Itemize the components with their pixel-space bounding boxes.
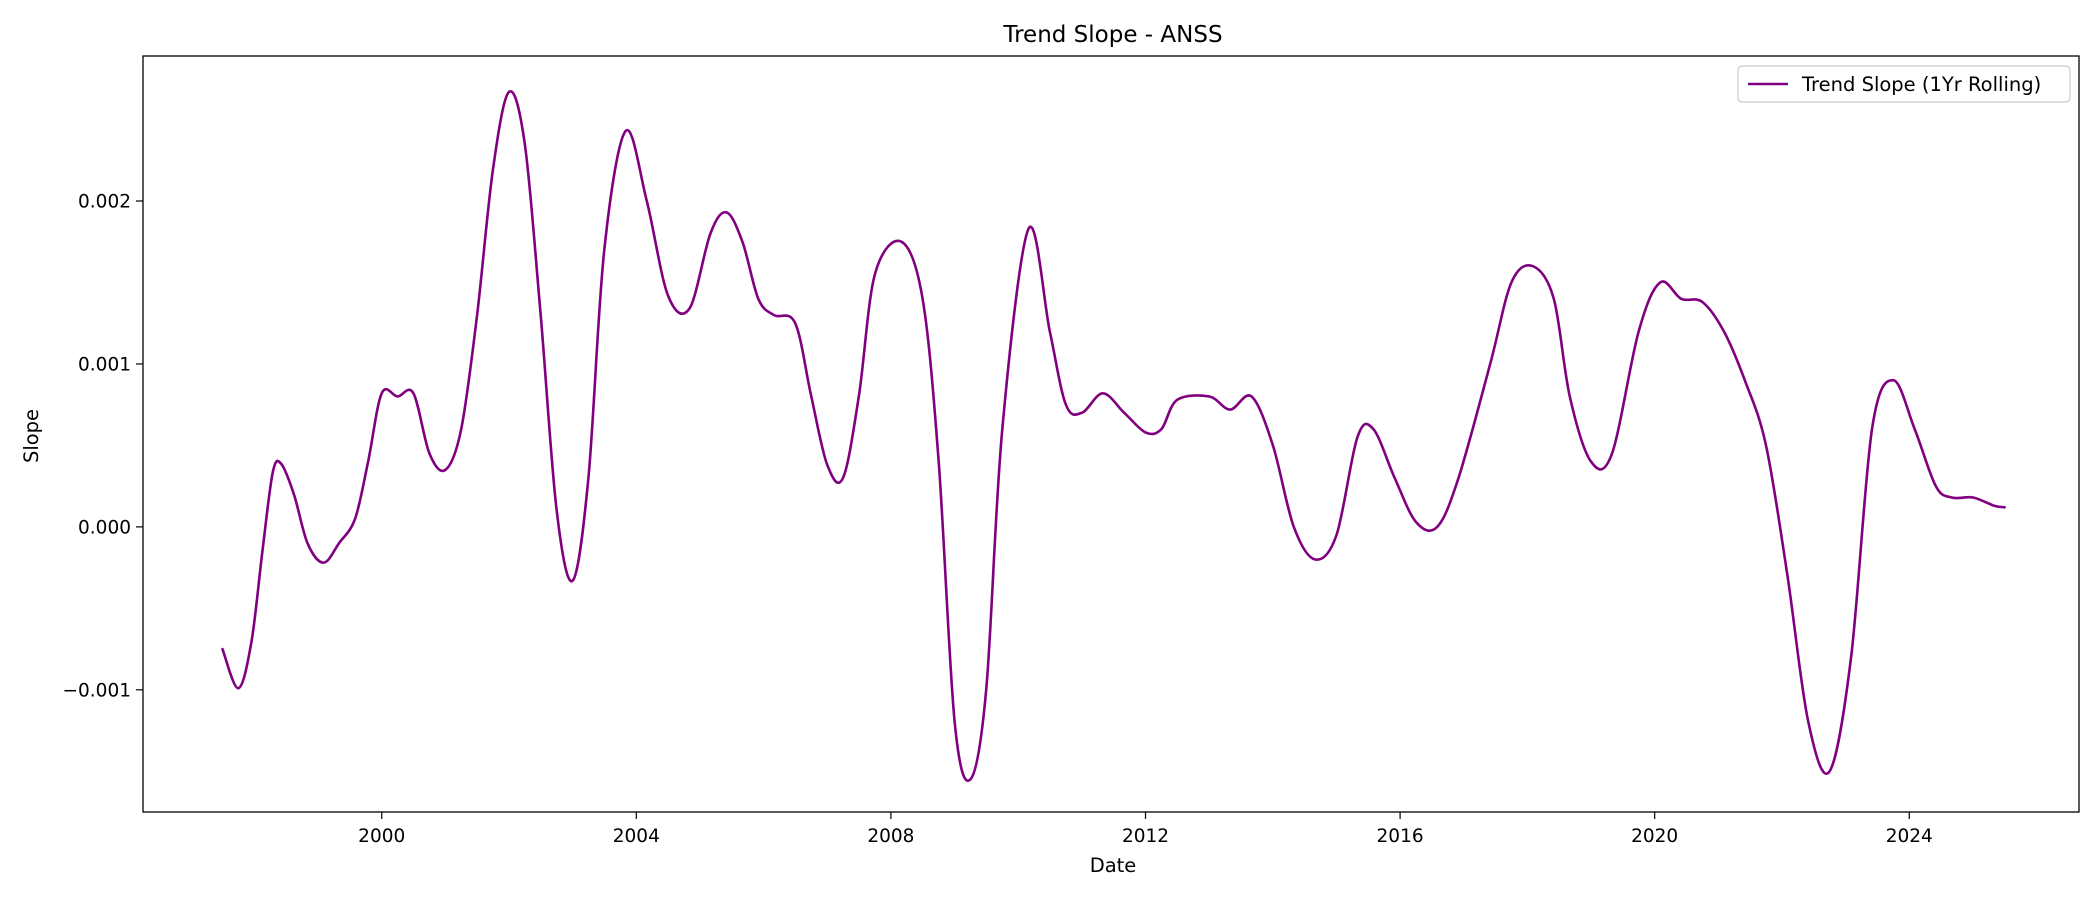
x-tick-label: 2024 (1886, 826, 1933, 847)
y-tick-label: 0.001 (78, 354, 131, 375)
x-axis-title: Date (1090, 854, 1137, 877)
x-tick-label: 2004 (613, 826, 660, 847)
chart-title: Trend Slope - ANSS (1002, 22, 1222, 48)
legend[interactable]: Trend Slope (1Yr Rolling) (1737, 65, 2071, 103)
x-tick-label: 2012 (1122, 826, 1169, 847)
x-tick-label: 2000 (358, 826, 405, 847)
legend-label: Trend Slope (1Yr Rolling) (1801, 73, 2041, 96)
x-tick-label: 2020 (1631, 826, 1678, 847)
x-tick-label: 2016 (1377, 826, 1424, 847)
y-tick-label: −0.001 (63, 680, 131, 701)
plot-area (142, 55, 2080, 813)
y-axis: −0.001 0.000 0.001 0.002 (63, 192, 143, 701)
y-tick-label: 0.002 (78, 192, 131, 213)
series-line-trend-slope (221, 90, 2006, 782)
legend-box (1737, 65, 2071, 103)
y-tick-label: 0.000 (78, 517, 131, 538)
x-axis: 2000 2004 2008 2012 2016 2020 2024 (358, 812, 1933, 847)
y-axis-title: Slope (20, 409, 43, 463)
x-tick-label: 2008 (867, 826, 914, 847)
